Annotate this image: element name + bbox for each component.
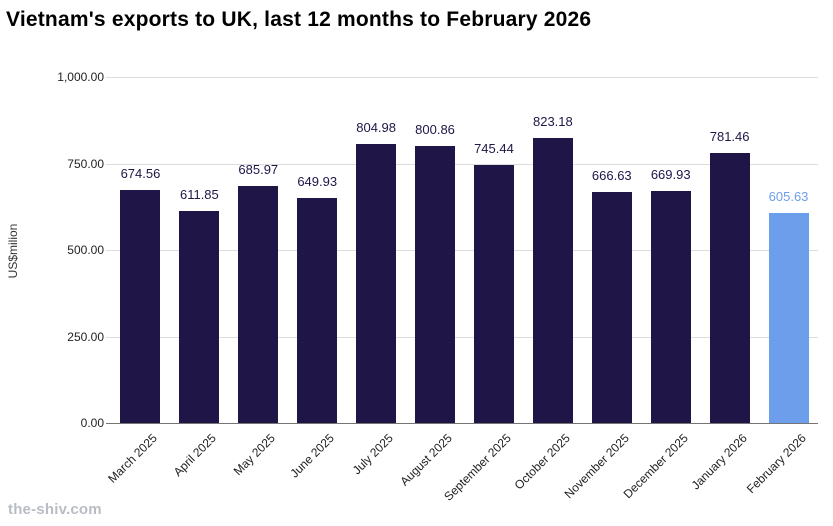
bar-value-label-february-2026: 605.63: [768, 189, 809, 205]
bar-value-label-october-2025: 823.18: [532, 114, 573, 130]
bar-value-label-september-2025: 745.44: [474, 141, 514, 157]
y-axis-title: US$milion: [6, 223, 20, 279]
gridline: [106, 163, 818, 165]
bar-april-2025[interactable]: [179, 211, 220, 423]
chart-title: Vietnam's exports to UK, last 12 months …: [6, 8, 592, 31]
bar-value-label-may-2025: 685.97: [238, 161, 279, 177]
x-tick-label-february-2026: February 2026: [743, 431, 809, 497]
bar-october-2025[interactable]: [532, 138, 573, 423]
bar-value-label-june-2025: 649.93: [297, 174, 338, 190]
y-tick-label: 750.00: [67, 156, 104, 171]
gridline: [106, 77, 818, 78]
bar-august-2025[interactable]: [415, 145, 456, 423]
gridline: [106, 336, 818, 338]
y-tick-label: 1,000.00: [57, 70, 104, 84]
y-tick-label: 250.00: [67, 329, 104, 344]
bar-november-2025[interactable]: [591, 192, 632, 423]
x-tick-label-august-2025: August 2025: [397, 431, 455, 489]
bar-value-label-january-2026: 781.46: [709, 128, 750, 144]
x-tick-label-july-2025: July 2025: [349, 431, 397, 478]
bar-december-2025[interactable]: [650, 191, 691, 423]
watermark: the-shiv.com: [8, 501, 102, 518]
bar-value-label-november-2025: 666.63: [591, 168, 632, 184]
bar-september-2025[interactable]: [473, 165, 514, 423]
bar-january-2026[interactable]: [709, 152, 750, 423]
x-tick-label-april-2025: April 2025: [171, 431, 220, 480]
x-tick-label-march-2025: March 2025: [105, 431, 161, 486]
bar-value-label-march-2025: 674.56: [120, 165, 161, 181]
x-tick-label-june-2025: June 2025: [287, 431, 338, 481]
y-tick-label: 0.00: [80, 416, 104, 430]
x-tick-label-october-2025: October 2025: [511, 431, 573, 493]
bar-july-2025[interactable]: [356, 144, 397, 423]
bar-march-2025[interactable]: [120, 189, 161, 423]
bar-february-2026[interactable]: [768, 213, 809, 423]
x-tick-label-january-2026: January 2026: [688, 431, 750, 493]
bar-value-label-july-2025: 804.98: [356, 120, 396, 136]
x-axis-baseline: [106, 423, 818, 424]
gridline: [106, 250, 818, 251]
bar-value-label-april-2025: 611.85: [179, 187, 219, 203]
bar-june-2025[interactable]: [297, 198, 338, 423]
x-tick-label-may-2025: May 2025: [231, 431, 279, 479]
bar-may-2025[interactable]: [238, 185, 279, 423]
y-tick-label: 500.00: [67, 243, 104, 257]
bar-value-label-december-2025: 669.93: [650, 167, 691, 183]
bar-value-label-august-2025: 800.86: [415, 121, 455, 137]
